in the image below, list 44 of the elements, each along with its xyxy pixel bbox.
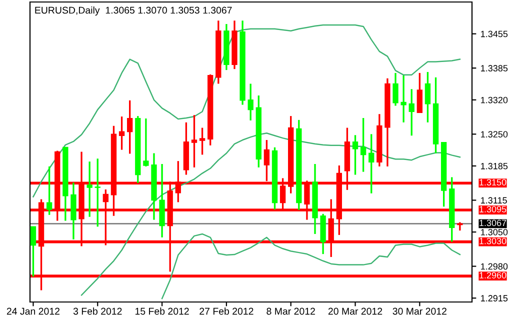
candlestick (248, 82, 254, 122)
ref-line-label: 1.3095 (480, 206, 506, 212)
x-tick-label: 15 Feb 2012 (135, 308, 189, 315)
y-tick-label: 1.3455 (481, 30, 508, 38)
candlestick (457, 221, 463, 232)
candlestick (416, 72, 423, 114)
y-tick-label: 1.3115 (481, 197, 507, 204)
candlestick (94, 158, 100, 228)
candlestick (143, 118, 149, 168)
y-tick-label: 1.3320 (481, 96, 508, 104)
ref-line-label: 1.2960 (480, 272, 506, 278)
x-tick-label: 27 Feb 2012 (200, 308, 254, 315)
candlestick (360, 117, 366, 173)
y-tick-label: 1.3185 (481, 162, 508, 170)
x-tick-label: 30 Mar 2012 (392, 308, 446, 315)
candlestick (30, 226, 36, 278)
candlestick (86, 160, 92, 218)
candlestick (118, 116, 125, 151)
x-tick-label: 24 Jan 2012 (6, 308, 60, 315)
candlestick (392, 72, 398, 107)
ref-line-label: 1.3067 (480, 220, 506, 226)
candlestick (191, 114, 198, 168)
candlestick (368, 133, 374, 194)
y-tick-label: 1.2980 (481, 263, 508, 270)
line-series (80, 132, 461, 296)
candlestick (46, 166, 52, 216)
line-series (32, 24, 461, 198)
candlestick (400, 74, 406, 124)
y-tick-label: 1.3250 (481, 131, 508, 138)
candlestick (408, 88, 414, 136)
candlestick (199, 126, 206, 156)
y-tick-label: 1.2915 (481, 295, 508, 302)
x-tick-label: 20 Mar 2012 (328, 308, 382, 315)
candlestick (126, 100, 133, 155)
chart-title: EURUSD,Daily 1.3065 1.3070 1.3053 1.3067 (35, 6, 232, 16)
x-tick-label: 8 Mar 2012 (266, 308, 315, 315)
candlestick (352, 134, 358, 176)
candlestick (424, 71, 431, 124)
y-tick-label: 1.3050 (481, 228, 508, 236)
y-tick-label: 1.3385 (481, 65, 508, 72)
ref-line-label: 1.3150 (480, 179, 506, 186)
ref-line-label: 1.3030 (480, 238, 506, 244)
line-series (161, 233, 461, 300)
x-tick-label: 3 Feb 2012 (73, 308, 122, 315)
